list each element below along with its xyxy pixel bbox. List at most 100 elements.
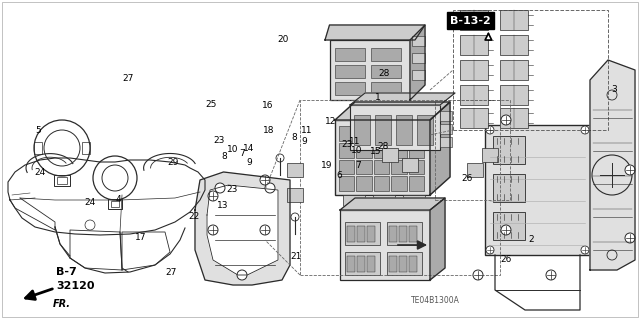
Text: 14: 14 <box>243 144 254 153</box>
Text: 15: 15 <box>370 147 381 156</box>
Text: 28: 28 <box>378 69 390 78</box>
Bar <box>382 148 398 162</box>
Bar <box>391 126 406 141</box>
Circle shape <box>260 175 270 185</box>
Circle shape <box>208 191 218 201</box>
Bar <box>412 70 425 80</box>
Text: 25: 25 <box>205 100 217 109</box>
Circle shape <box>473 270 483 280</box>
Bar <box>34 142 42 154</box>
Circle shape <box>215 183 225 193</box>
Bar <box>402 158 418 172</box>
Text: 20: 20 <box>278 35 289 44</box>
Circle shape <box>501 225 511 235</box>
Bar <box>356 143 372 158</box>
Bar <box>460 60 488 80</box>
Bar <box>387 252 422 275</box>
Bar <box>500 108 528 128</box>
Polygon shape <box>340 198 445 210</box>
Circle shape <box>265 183 275 193</box>
Bar <box>371 48 401 61</box>
Bar <box>409 226 417 242</box>
Text: 4: 4 <box>116 195 121 204</box>
Text: 22: 22 <box>188 212 200 221</box>
Bar <box>460 85 488 105</box>
Text: 8: 8 <box>221 152 227 161</box>
Bar <box>408 143 424 158</box>
Bar <box>389 226 397 242</box>
Bar <box>493 136 525 164</box>
Text: 1: 1 <box>375 93 380 102</box>
Bar <box>335 65 365 78</box>
Bar <box>435 100 510 200</box>
Bar <box>460 35 488 55</box>
Text: 13: 13 <box>217 201 228 210</box>
Text: 27: 27 <box>122 74 134 83</box>
Bar <box>440 124 452 134</box>
Bar <box>408 160 424 174</box>
Text: 9: 9 <box>301 137 307 146</box>
Text: 18: 18 <box>263 126 275 135</box>
Text: 16: 16 <box>262 101 273 110</box>
Polygon shape <box>590 60 635 270</box>
Text: 21: 21 <box>291 252 302 261</box>
Bar <box>374 126 389 141</box>
Text: 29: 29 <box>167 158 179 167</box>
Bar <box>371 82 401 95</box>
Bar <box>374 143 389 158</box>
Bar <box>287 163 303 177</box>
Bar <box>440 111 452 121</box>
Bar <box>354 115 370 145</box>
Polygon shape <box>410 25 425 100</box>
Bar <box>357 226 365 242</box>
Text: 9: 9 <box>247 158 252 167</box>
Polygon shape <box>430 102 450 195</box>
Text: 32120: 32120 <box>56 280 95 291</box>
Text: B-13-2: B-13-2 <box>450 16 491 26</box>
Circle shape <box>208 225 218 235</box>
Bar <box>335 48 365 61</box>
Bar <box>367 256 375 272</box>
Text: 8: 8 <box>292 133 297 142</box>
Bar <box>485 125 590 255</box>
Bar <box>493 212 525 240</box>
Bar <box>339 143 355 158</box>
Bar <box>467 163 483 177</box>
Bar <box>345 252 380 275</box>
Circle shape <box>291 213 299 221</box>
Bar <box>356 160 372 174</box>
Text: 11: 11 <box>301 126 313 135</box>
Bar <box>493 174 525 202</box>
Circle shape <box>237 270 247 280</box>
Bar <box>335 82 365 95</box>
Bar <box>500 85 528 105</box>
Bar <box>357 256 365 272</box>
Bar <box>111 201 119 207</box>
Bar <box>460 10 488 30</box>
Circle shape <box>581 246 589 254</box>
Bar <box>347 226 355 242</box>
Circle shape <box>260 225 270 235</box>
Text: 3: 3 <box>612 85 617 94</box>
Polygon shape <box>325 25 425 40</box>
Bar <box>57 177 67 184</box>
Bar <box>330 40 410 100</box>
Text: 7: 7 <box>239 149 244 158</box>
Circle shape <box>546 270 556 280</box>
Bar <box>482 148 498 162</box>
Bar <box>347 256 355 272</box>
Bar <box>500 35 528 55</box>
Bar <box>500 10 528 30</box>
Text: 12: 12 <box>325 117 337 126</box>
Bar <box>356 176 372 191</box>
Bar <box>343 195 365 207</box>
Bar <box>300 100 500 275</box>
Bar <box>82 142 90 154</box>
Circle shape <box>486 246 494 254</box>
Polygon shape <box>430 198 445 280</box>
Text: FR.: FR. <box>53 299 71 309</box>
Text: 28: 28 <box>377 142 388 151</box>
Text: 7: 7 <box>356 161 361 170</box>
Bar <box>367 226 375 242</box>
Circle shape <box>276 154 284 162</box>
